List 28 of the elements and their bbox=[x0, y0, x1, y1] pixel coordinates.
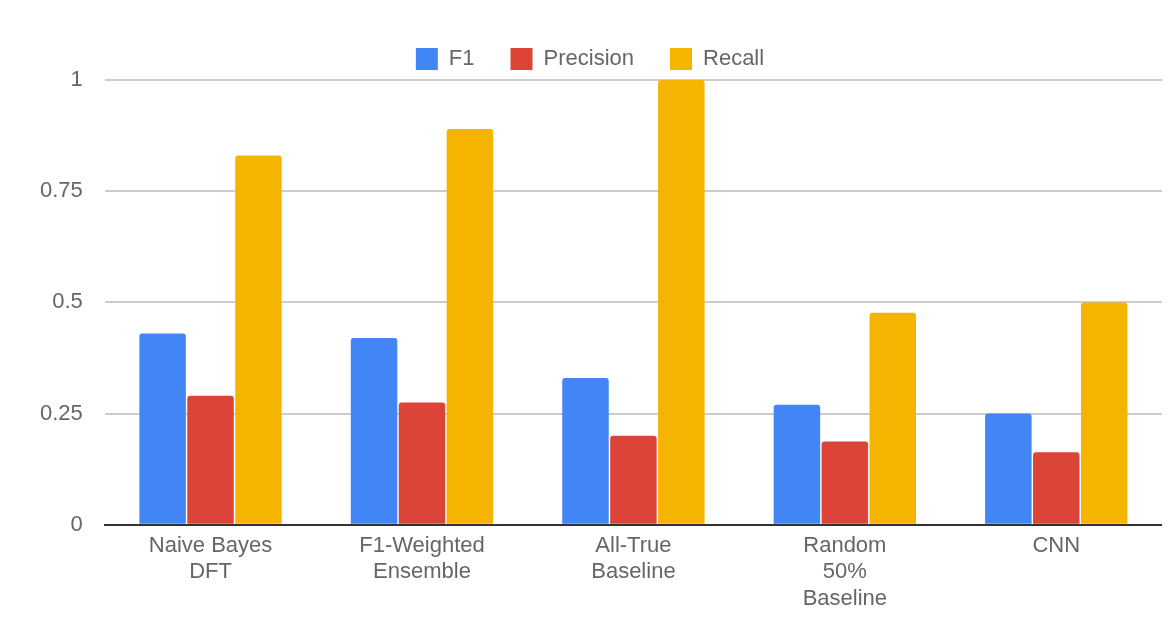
y-tick-label: 0 bbox=[70, 510, 83, 536]
x-tick-label: CNN bbox=[1032, 532, 1081, 558]
x-tick-label: Random 50% Baseline bbox=[802, 532, 888, 610]
bar bbox=[610, 435, 657, 524]
bar bbox=[773, 404, 821, 524]
y-tick-label: 0.75 bbox=[39, 177, 83, 203]
bar bbox=[235, 155, 282, 524]
x-tick-label: All-True Baseline bbox=[591, 532, 676, 584]
bar bbox=[350, 337, 398, 524]
y-tick-label: 1 bbox=[70, 66, 83, 92]
bar bbox=[1033, 452, 1080, 524]
bar bbox=[658, 80, 705, 524]
bar bbox=[398, 402, 446, 524]
y-tick-label: 0.25 bbox=[39, 399, 83, 425]
bar bbox=[562, 378, 609, 524]
bar bbox=[187, 395, 234, 524]
bar bbox=[1080, 302, 1128, 524]
bar bbox=[985, 413, 1032, 524]
legend-label: Precision bbox=[543, 45, 635, 71]
x-tick-label: F1-Weighted Ensemble bbox=[359, 532, 485, 584]
x-tick-label: Naive Bayes DFT bbox=[148, 532, 273, 584]
bar bbox=[821, 441, 869, 524]
bar bbox=[139, 333, 186, 524]
bar bbox=[446, 128, 494, 524]
bar bbox=[869, 312, 917, 524]
legend-label: Recall bbox=[703, 45, 765, 71]
legend-label: F1 bbox=[448, 45, 475, 71]
y-tick-label: 0.5 bbox=[52, 288, 83, 314]
